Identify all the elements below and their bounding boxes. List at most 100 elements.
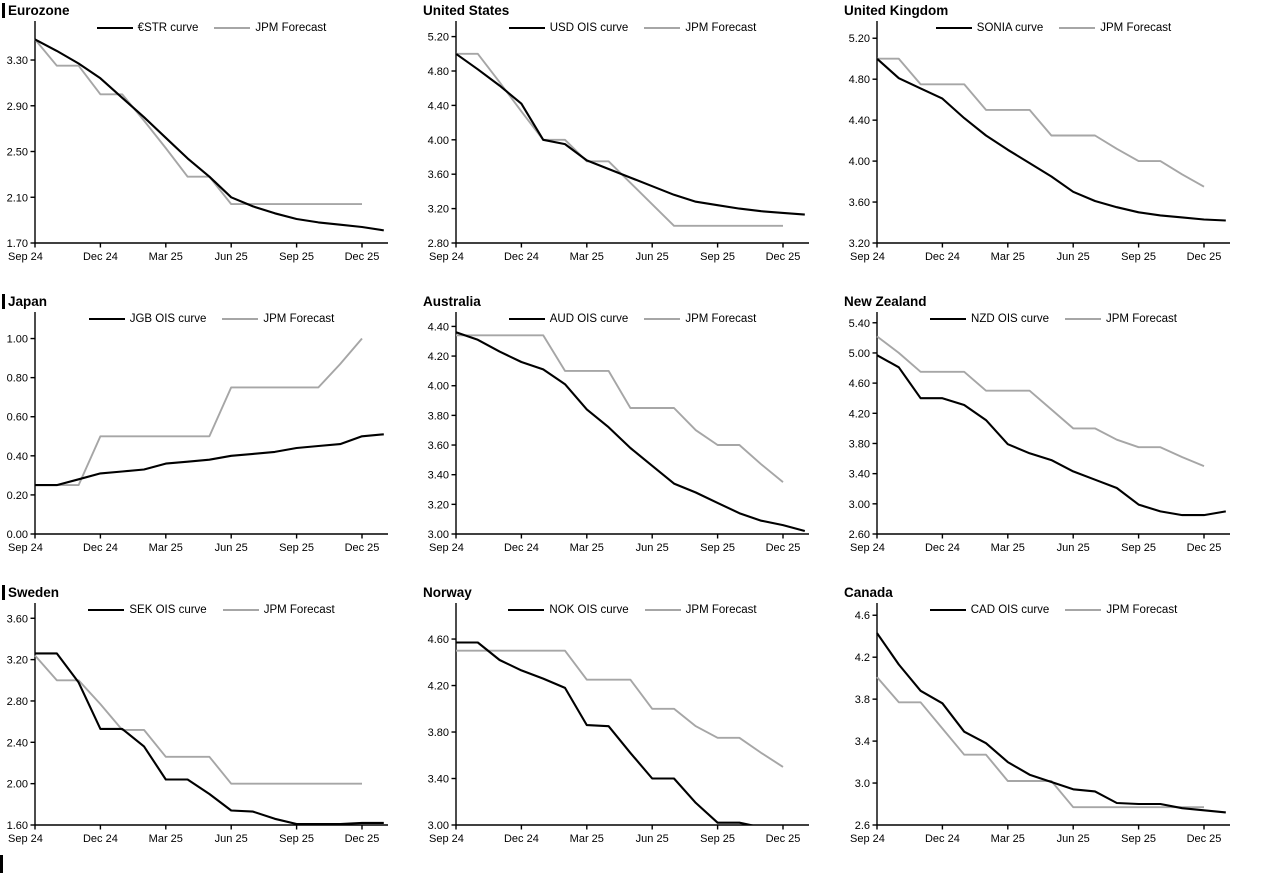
legend-item-market: NZD OIS curve xyxy=(930,313,1049,325)
x-tick-label: Jun 25 xyxy=(1057,542,1090,554)
market-series-line xyxy=(876,354,1226,517)
y-tick-label: 4.40 xyxy=(428,321,449,333)
chart-title: Eurozone xyxy=(2,3,70,18)
forecast-line-swatch xyxy=(644,609,681,611)
x-tick-label: Sep 25 xyxy=(1121,833,1156,845)
x-tick-label: Jun 25 xyxy=(1057,833,1090,845)
axes xyxy=(876,312,1230,535)
legend-item-forecast: JPM Forecast xyxy=(644,22,756,34)
legend-label: SEK OIS curve xyxy=(129,604,207,616)
market-line-swatch xyxy=(96,27,133,29)
x-tick-label: Sep 24 xyxy=(850,251,885,263)
y-tick-label: 5.20 xyxy=(849,33,870,45)
legend: AUD OIS curve JPM Forecast xyxy=(456,313,809,325)
chart-norway: Norway NOK OIS curve JPM Forecast 3.00 3.40 3… xyxy=(421,582,842,873)
y-tick-label: 5.20 xyxy=(428,32,449,44)
legend-label: JPM Forecast xyxy=(1106,604,1178,616)
legend-label: JGB OIS curve xyxy=(129,313,207,325)
x-tick-label: Sep 24 xyxy=(429,833,464,845)
chart-title: Canada xyxy=(844,585,893,600)
y-tick-label: 3.30 xyxy=(7,55,28,67)
x-tick-label: Sep 25 xyxy=(700,251,735,263)
legend-label: CAD OIS curve xyxy=(970,604,1050,616)
axes xyxy=(876,603,1230,826)
y-tick-label: 3.40 xyxy=(849,469,870,481)
plot-area: 3.00 3.40 3.80 4.20 4.60 Sep 24 Dec 24 Mar 25 Ju… xyxy=(428,603,809,845)
x-tick-label: Dec 24 xyxy=(504,542,539,554)
legend-item-forecast: JPM Forecast xyxy=(222,313,334,325)
x-tick-label: Sep 24 xyxy=(8,251,43,263)
legend-label: JPM Forecast xyxy=(263,604,335,616)
y-tick-label: 4.6 xyxy=(855,610,870,622)
chart-title-label: Eurozone xyxy=(8,3,70,18)
y-tick-label: 3.60 xyxy=(849,197,870,209)
x-tick-label: Dec 25 xyxy=(345,542,380,554)
x-tick-label: Sep 24 xyxy=(850,542,885,554)
chart-title: Australia xyxy=(423,294,481,309)
y-tick-label: 4.20 xyxy=(428,351,449,363)
y-tick-label: 4.80 xyxy=(428,66,449,78)
y-tick-label: 2.10 xyxy=(7,192,28,204)
legend-label: USD OIS curve xyxy=(549,22,629,34)
forecast-series-line xyxy=(34,38,362,206)
axes xyxy=(455,603,809,826)
y-tick-label: 2.6 xyxy=(855,820,870,832)
y-tick-label: 3.80 xyxy=(428,410,449,422)
legend-label: AUD OIS curve xyxy=(549,313,629,325)
chart-title-label: Sweden xyxy=(8,585,60,600)
y-tick-label: 0.80 xyxy=(7,373,28,385)
market-line-swatch xyxy=(930,318,967,320)
x-tick-label: Dec 25 xyxy=(766,833,801,845)
y-tick-label: 3.20 xyxy=(7,655,28,667)
chart-title: Japan xyxy=(2,294,47,309)
x-tick-label: Jun 25 xyxy=(215,833,248,845)
y-tick-label: 2.40 xyxy=(7,737,28,749)
legend-label: JPM Forecast xyxy=(1100,22,1172,34)
legend-item-forecast: JPM Forecast xyxy=(644,604,757,616)
chart-title: United States xyxy=(423,3,509,18)
x-tick-label: Mar 25 xyxy=(149,542,183,554)
legend: SEK OIS curve JPM Forecast xyxy=(35,604,388,616)
forecast-series-line xyxy=(877,57,1205,188)
forecast-series-line xyxy=(876,676,1204,809)
market-line-swatch xyxy=(88,318,125,320)
market-line-swatch xyxy=(929,609,966,611)
y-tick-label: 3.20 xyxy=(849,238,870,250)
y-tick-label: 3.40 xyxy=(428,470,449,482)
y-tick-label: 3.60 xyxy=(7,613,28,625)
legend: SONIA curve JPM Forecast xyxy=(877,22,1230,34)
y-tick-label: 3.20 xyxy=(428,204,449,216)
legend-item-market: JGB OIS curve xyxy=(88,313,207,325)
forecast-line-swatch xyxy=(1065,318,1102,320)
chart-united-states: United States USD OIS curve JPM Forecast 2.… xyxy=(421,0,842,291)
chart-australia: Australia AUD OIS curve JPM Forecast 3.00 3.… xyxy=(421,291,842,582)
legend-item-market: SONIA curve xyxy=(935,22,1043,34)
legend-label: JPM Forecast xyxy=(263,313,335,325)
y-tick-label: 4.00 xyxy=(849,156,870,168)
y-tick-label: 3.80 xyxy=(428,727,449,739)
x-tick-label: Dec 24 xyxy=(925,251,960,263)
x-tick-label: Jun 25 xyxy=(636,542,669,554)
x-tick-label: Mar 25 xyxy=(991,251,1025,263)
x-tick-label: Sep 25 xyxy=(279,251,314,263)
market-series-line xyxy=(455,331,806,533)
chart-title: Norway xyxy=(423,585,472,600)
x-tick-label: Dec 24 xyxy=(925,833,960,845)
legend-item-market: AUD OIS curve xyxy=(508,313,629,325)
chart-new-zealand: New Zealand NZD OIS curve JPM Forecast 2.60… xyxy=(842,291,1263,582)
x-tick-label: Dec 25 xyxy=(1187,251,1222,263)
y-tick-label: 3.8 xyxy=(855,694,870,706)
x-tick-label: Dec 24 xyxy=(504,833,539,845)
plot-area: 1.60 2.00 2.40 2.80 3.20 3.60 Sep 24 Dec 24 Mar … xyxy=(7,603,388,845)
y-tick-label: 2.90 xyxy=(7,101,28,113)
y-tick-label: 3.60 xyxy=(428,440,449,452)
x-tick-label: Jun 25 xyxy=(1057,251,1090,263)
y-tick-label: 2.60 xyxy=(849,529,870,541)
legend-label: JPM Forecast xyxy=(255,22,327,34)
y-tick-label: 1.70 xyxy=(7,238,28,250)
y-tick-label: 0.60 xyxy=(7,412,28,424)
x-tick-label: Mar 25 xyxy=(991,833,1025,845)
x-tick-label: Sep 24 xyxy=(429,542,464,554)
y-tick-label: 3.0 xyxy=(855,778,870,790)
y-tick-label: 3.00 xyxy=(849,499,870,511)
